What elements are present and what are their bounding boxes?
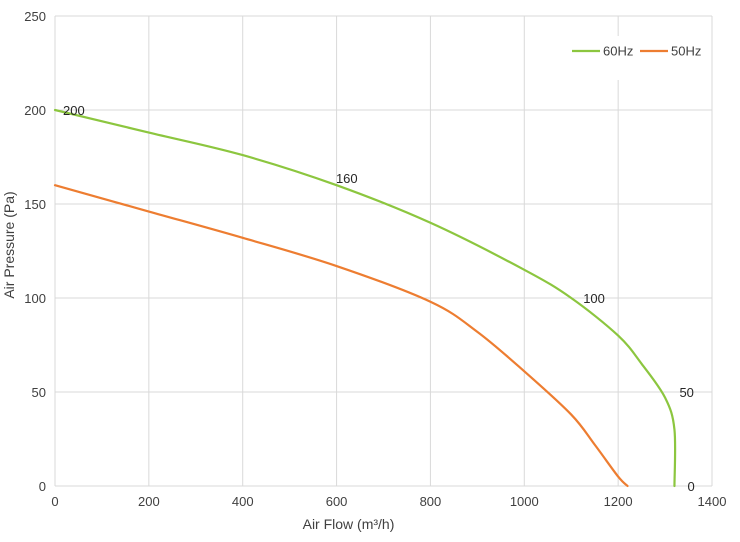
series-line-50hz bbox=[53, 184, 629, 488]
legend-background bbox=[566, 36, 711, 80]
legend-label: 50Hz bbox=[671, 44, 701, 59]
x-tick-label: 200 bbox=[138, 494, 160, 509]
x-tick-label: 0 bbox=[51, 494, 58, 509]
x-tick-label: 600 bbox=[326, 494, 348, 509]
y-tick-label: 50 bbox=[32, 385, 46, 400]
y-tick-label: 200 bbox=[24, 103, 46, 118]
series-line-60hz bbox=[53, 108, 677, 488]
data-label: 50 bbox=[679, 385, 693, 400]
data-label: 100 bbox=[583, 291, 605, 306]
legend: 60Hz 50Hz bbox=[566, 36, 711, 80]
y-axis-title: Air Pressure (Pa) bbox=[1, 191, 17, 298]
y-tick-label: 0 bbox=[39, 479, 46, 494]
x-tick-label: 800 bbox=[420, 494, 442, 509]
y-tick-label: 250 bbox=[24, 9, 46, 24]
data-label: 160 bbox=[336, 171, 358, 186]
y-tick-label: 150 bbox=[24, 197, 46, 212]
data-label: 0 bbox=[687, 479, 694, 494]
x-tick-label: 1200 bbox=[604, 494, 633, 509]
x-tick-label: 1400 bbox=[698, 494, 727, 509]
x-axis-title: Air Flow (m³/h) bbox=[303, 516, 395, 532]
y-tick-label: 100 bbox=[24, 291, 46, 306]
series-group bbox=[53, 108, 677, 488]
point-labels: 200 160 100 50 0 bbox=[63, 103, 695, 494]
legend-label: 60Hz bbox=[603, 44, 633, 59]
x-tick-label: 1000 bbox=[510, 494, 539, 509]
grid bbox=[54, 15, 713, 487]
x-tick-label: 400 bbox=[232, 494, 254, 509]
data-label: 200 bbox=[63, 103, 85, 118]
